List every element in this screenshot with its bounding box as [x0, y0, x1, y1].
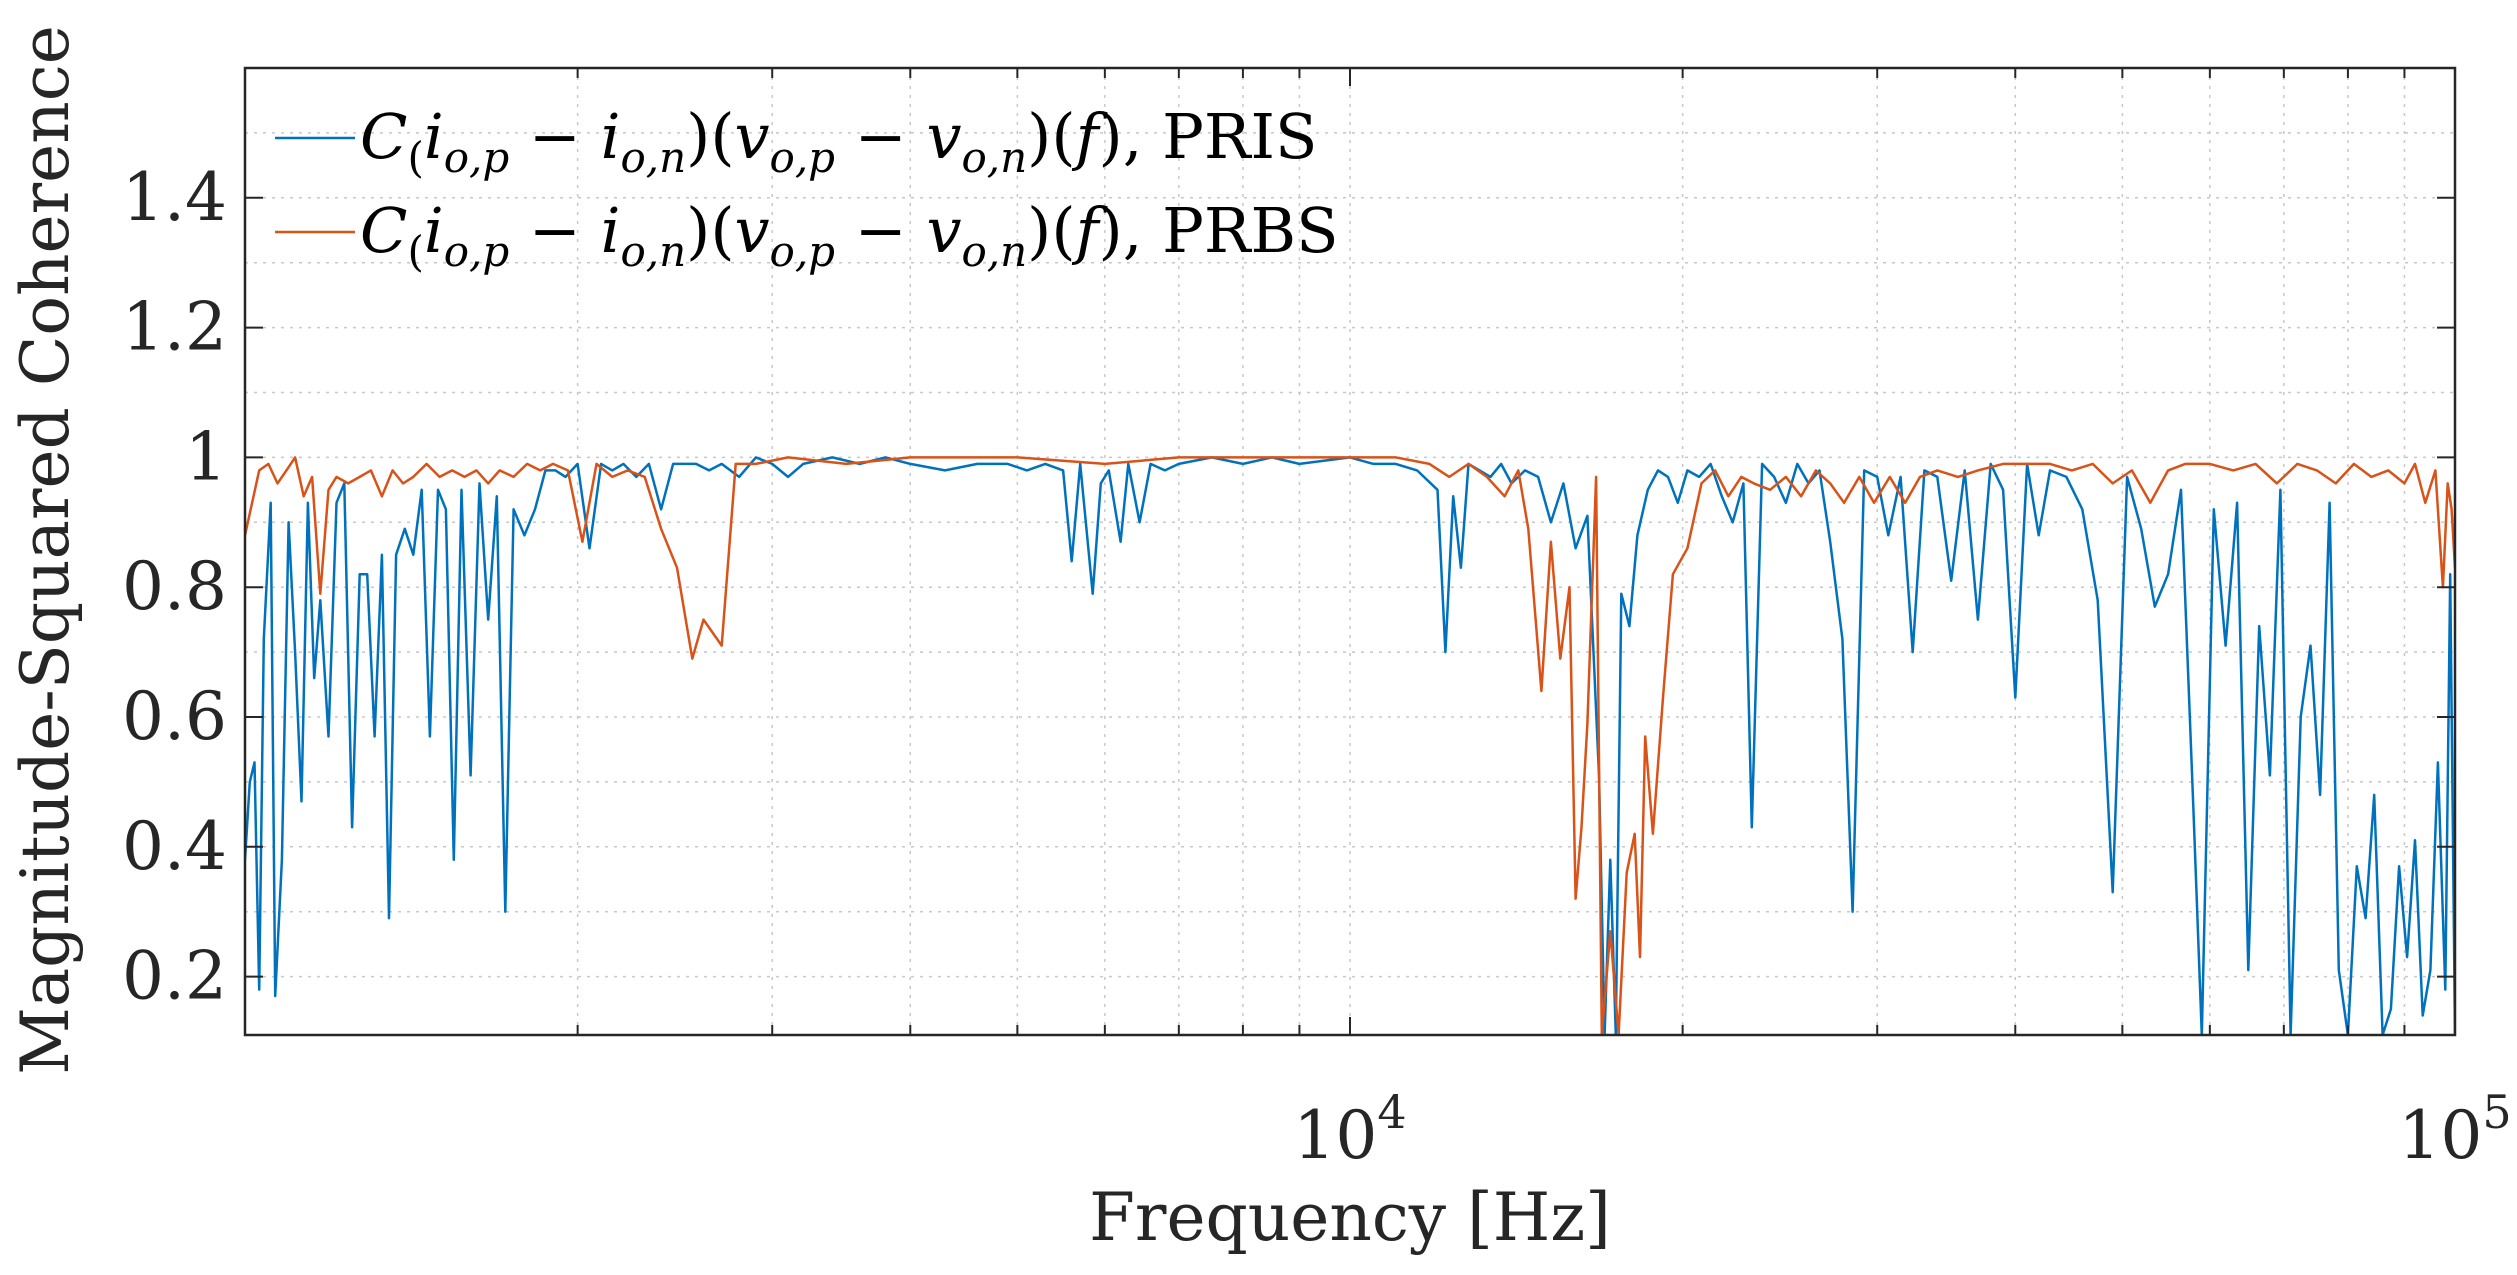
- y-tick-labels: 0.2 0.4 0.6 0.8 1 1.2 1.4: [122, 159, 227, 1015]
- y-tick-label: 1: [185, 418, 227, 495]
- series-line-pris: [245, 456, 2455, 1035]
- legend-item-prbs: C(io,p − io,n)(vo,p − vo,n)(f), PRBS: [275, 194, 1339, 276]
- y-tick-label: 1.4: [122, 159, 227, 236]
- x-tick-label: 105: [2398, 1085, 2511, 1174]
- legend-label-prbs: C(io,p − io,n)(vo,p − vo,n)(f), PRBS: [360, 194, 1339, 276]
- y-tick-label: 0.6: [122, 678, 227, 755]
- y-tick-label: 0.2: [122, 938, 227, 1015]
- series-line-prbs: [245, 456, 2455, 1035]
- y-tick-label: 0.8: [122, 548, 227, 625]
- x-axis-label: Frequency [Hz]: [1089, 1179, 1611, 1256]
- axis-ticks: [244, 68, 2455, 1035]
- y-axis-label: Magnitude-Squared Coherence: [7, 25, 84, 1075]
- legend-label-pris: C(io,p − io,n)(vo,p − vo,n)(f), PRIS: [360, 100, 1318, 182]
- plot-area: [245, 68, 2455, 1035]
- legend-item-pris: C(io,p − io,n)(vo,p − vo,n)(f), PRIS: [275, 100, 1318, 182]
- x-tick-labels: 104 105: [1293, 1085, 2511, 1174]
- x-tick-label: 104: [1293, 1085, 1406, 1174]
- y-tick-label: 0.4: [122, 808, 227, 885]
- series-group: [245, 456, 2455, 1035]
- legend: C(io,p − io,n)(vo,p − vo,n)(f), PRIS C(i…: [275, 100, 1339, 276]
- y-tick-label: 1.2: [122, 289, 227, 366]
